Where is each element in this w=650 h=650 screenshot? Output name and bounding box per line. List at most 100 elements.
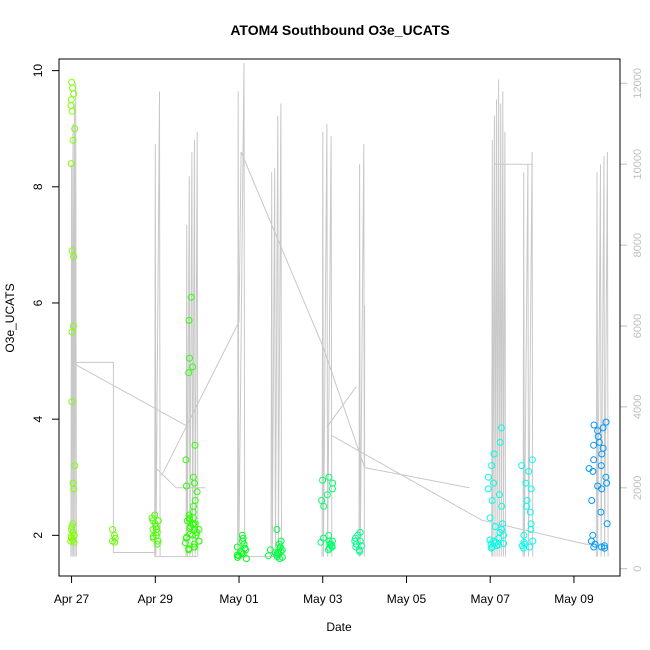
- altitude-transit-line: [330, 434, 595, 545]
- y2-tick-label: 8000: [632, 233, 644, 257]
- y2-tick-label: 12000: [632, 68, 644, 99]
- altitude-profile: [237, 62, 246, 557]
- data-point: [185, 511, 193, 519]
- y2-tick-label: 0: [632, 566, 644, 572]
- data-point: [490, 450, 498, 458]
- data-point: [488, 543, 496, 551]
- y-tick-label: 10: [31, 64, 45, 78]
- y-axis: 2 4 6 8 10: [31, 64, 60, 539]
- data-point: [357, 542, 365, 550]
- data-point: [495, 491, 503, 499]
- data-point: [233, 543, 241, 551]
- data-point: [71, 125, 79, 133]
- data-point: [182, 456, 190, 464]
- data-point: [486, 514, 494, 522]
- data-point: [526, 508, 534, 516]
- data-point: [154, 537, 162, 545]
- data-point: [487, 544, 495, 552]
- data-point: [191, 441, 199, 449]
- data-point: [189, 363, 197, 371]
- plot-frame: [58, 58, 621, 577]
- data-point: [190, 479, 198, 487]
- x-axis-label: Date: [326, 620, 352, 634]
- data-point: [488, 497, 496, 504]
- data-point: [181, 539, 189, 547]
- data-point: [241, 544, 249, 552]
- data-point: [233, 551, 241, 559]
- data-point: [486, 536, 494, 544]
- data-point: [185, 545, 193, 553]
- data-point: [527, 526, 535, 533]
- data-point: [590, 543, 598, 551]
- data-point: [490, 479, 497, 487]
- data-point: [185, 369, 193, 377]
- altitude-profile: [185, 131, 199, 557]
- altitude-profile: [358, 143, 365, 557]
- x-tick-label: Apr 27: [54, 592, 90, 606]
- data-point: [484, 473, 492, 481]
- data-point: [275, 540, 283, 548]
- data-point: [526, 543, 534, 551]
- data-point: [67, 537, 75, 545]
- data-point: [603, 520, 611, 528]
- data-point: [153, 540, 161, 548]
- data-point: [594, 482, 602, 490]
- data-point: [601, 544, 609, 552]
- data-point: [603, 479, 611, 487]
- data-point: [67, 96, 75, 104]
- altitude-profile: [522, 151, 534, 557]
- data-point: [518, 462, 526, 470]
- y2-tick-label: 4000: [632, 395, 644, 419]
- y-tick-label: 8: [31, 183, 45, 190]
- data-point: [598, 450, 606, 458]
- y-tick-label: 6: [31, 299, 45, 306]
- data-point: [319, 476, 327, 484]
- data-point: [589, 531, 597, 539]
- data-point: [329, 479, 337, 487]
- y-tick-label: 4: [31, 416, 45, 423]
- data-point: [67, 102, 75, 109]
- right-axis: 0 2000 4000 6000 8000 10000 12000: [619, 68, 644, 572]
- data-point: [484, 485, 492, 493]
- x-tick-label: Apr 29: [138, 592, 174, 606]
- data-point: [193, 488, 201, 496]
- data-point: [522, 479, 530, 487]
- altitude-profile: [595, 151, 609, 557]
- o3e-points: [67, 78, 611, 563]
- data-point: [273, 526, 281, 533]
- data-point: [527, 485, 535, 493]
- data-point: [523, 502, 530, 510]
- altitude-transit-line: [71, 361, 190, 428]
- data-point: [67, 160, 75, 168]
- data-point: [190, 540, 198, 548]
- data-point: [588, 497, 596, 504]
- data-point: [70, 90, 78, 98]
- data-point: [187, 293, 195, 301]
- data-point: [600, 542, 608, 550]
- data-point: [496, 438, 504, 446]
- data-point: [323, 491, 331, 499]
- data-point: [325, 537, 333, 545]
- data-point: [525, 467, 533, 475]
- data-point: [590, 441, 598, 449]
- altitude-profile: [70, 83, 77, 557]
- data-point: [68, 398, 76, 406]
- data-point: [590, 421, 598, 429]
- data-point: [495, 541, 503, 549]
- data-point: [520, 544, 527, 552]
- data-point: [69, 136, 77, 144]
- data-point: [111, 538, 119, 546]
- x-tick-label: May 09: [554, 592, 594, 606]
- data-point: [264, 552, 272, 560]
- data-point: [597, 462, 605, 470]
- data-point: [237, 548, 245, 556]
- data-point: [183, 482, 190, 490]
- x-tick-label: May 01: [219, 592, 259, 606]
- data-point: [520, 531, 528, 539]
- chart-title: ATOM4 Southbound O3e_UCATS: [230, 22, 449, 38]
- data-point: [70, 485, 78, 493]
- data-point: [68, 107, 76, 115]
- data-point: [326, 540, 334, 548]
- data-point: [68, 78, 76, 86]
